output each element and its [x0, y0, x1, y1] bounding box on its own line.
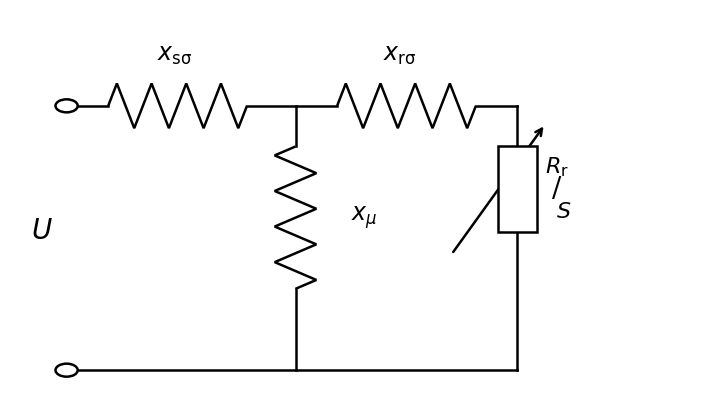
Text: $x_{\rm s\sigma}$: $x_{\rm s\sigma}$ [157, 44, 192, 66]
Text: $x_{\rm r\sigma}$: $x_{\rm r\sigma}$ [383, 44, 416, 66]
Text: /: / [552, 176, 562, 203]
Bar [498, 146, 537, 232]
Text: $S$: $S$ [555, 201, 571, 223]
Text: $x_{\mu}$: $x_{\mu}$ [351, 204, 378, 231]
Text: $U$: $U$ [32, 218, 53, 245]
Text: $R_{\rm r}$: $R_{\rm r}$ [545, 155, 569, 178]
